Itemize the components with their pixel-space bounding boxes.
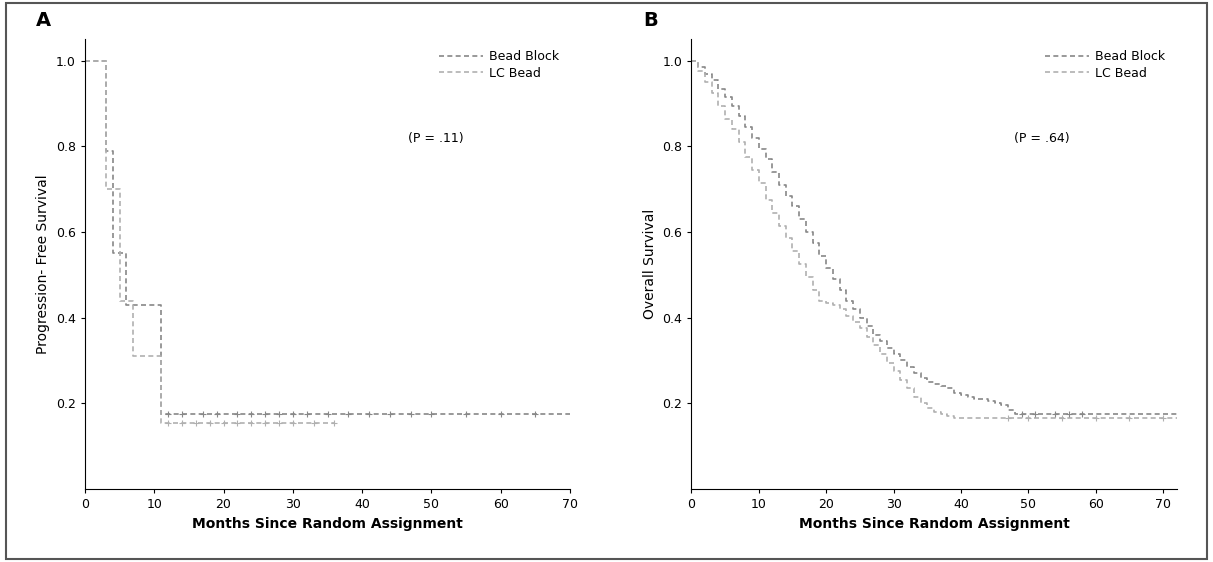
X-axis label: Months Since Random Assignment: Months Since Random Assignment xyxy=(192,516,463,531)
Text: B: B xyxy=(643,11,657,30)
Text: (P = .64): (P = .64) xyxy=(1014,132,1070,144)
Y-axis label: Overall Survival: Overall Survival xyxy=(643,209,656,319)
Y-axis label: Progression- Free Survival: Progression- Free Survival xyxy=(36,174,50,354)
Legend: Bead Block, LC Bead: Bead Block, LC Bead xyxy=(1046,50,1166,80)
Legend: Bead Block, LC Bead: Bead Block, LC Bead xyxy=(439,50,559,80)
X-axis label: Months Since Random Assignment: Months Since Random Assignment xyxy=(798,516,1070,531)
Text: (P = .11): (P = .11) xyxy=(408,132,463,144)
Text: A: A xyxy=(36,11,51,30)
